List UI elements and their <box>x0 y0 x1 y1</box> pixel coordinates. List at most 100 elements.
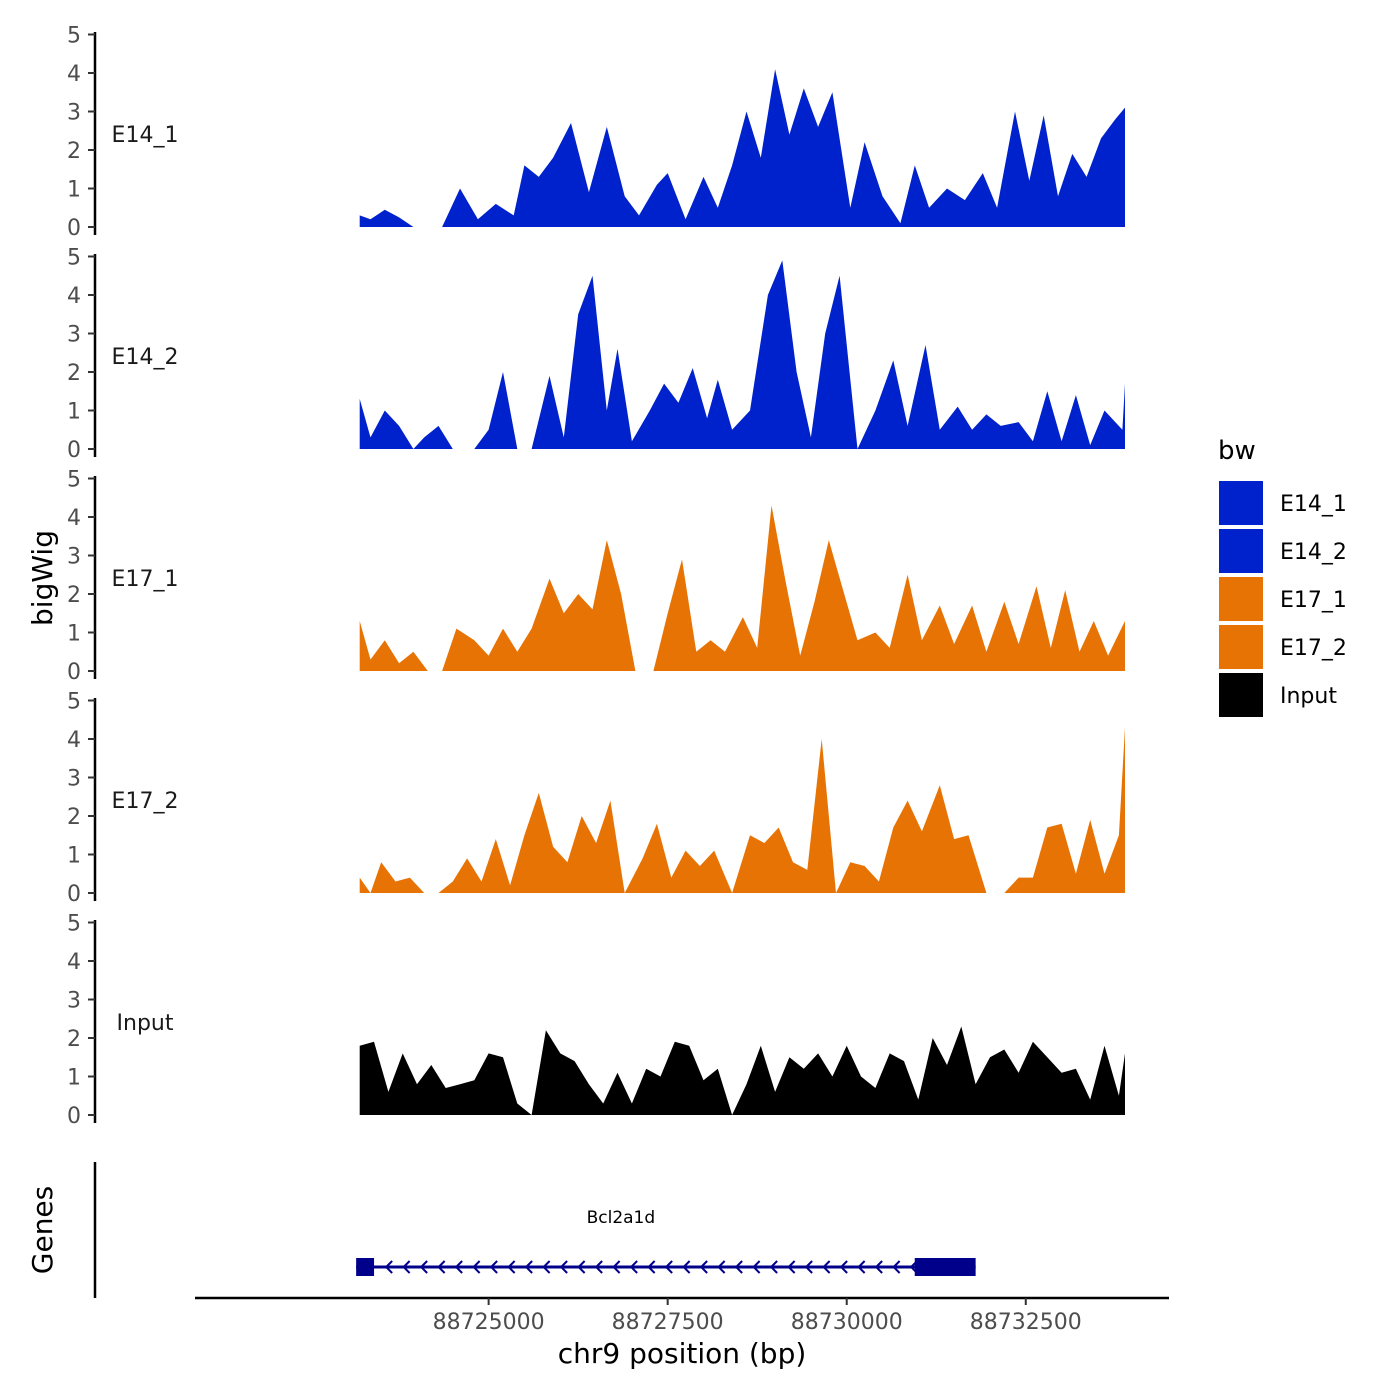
strand-chevron <box>664 1260 673 1274</box>
x-tick-label: 88727500 <box>612 1310 724 1335</box>
legend-title: bw <box>1218 436 1256 466</box>
gene-name-label: Bcl2a1d <box>587 1208 656 1228</box>
x-tick-label: 88725000 <box>433 1310 545 1335</box>
y-tick-label: 4 <box>67 506 81 531</box>
strand-chevron <box>839 1260 848 1274</box>
x-tick-label: 88732500 <box>970 1310 1082 1335</box>
strand-chevron <box>647 1260 656 1274</box>
genes-panel-title: Genes <box>26 1186 59 1274</box>
y-tick-label: 1 <box>67 1066 81 1091</box>
strand-chevron <box>699 1260 708 1274</box>
y-tick-label: 3 <box>67 989 81 1014</box>
y-tick-label: 3 <box>67 545 81 570</box>
y-tick-label: 4 <box>67 950 81 975</box>
y-tick-label: 0 <box>67 438 81 463</box>
strand-chevron <box>804 1260 813 1274</box>
strand-chevron <box>717 1260 726 1274</box>
strand-chevron <box>734 1260 743 1274</box>
y-tick-label: 3 <box>67 767 81 792</box>
y-tick-label: 0 <box>67 660 81 685</box>
x-axis-title: chr9 position (bp) <box>558 1337 807 1370</box>
y-tick-label: 2 <box>67 1027 81 1052</box>
y-tick-label: 5 <box>67 468 81 493</box>
strand-chevron <box>787 1260 796 1274</box>
y-tick-label: 4 <box>67 728 81 753</box>
y-tick-label: 1 <box>67 844 81 869</box>
gene-panel: Bcl2a1d <box>93 1162 976 1298</box>
y-tick-label: 1 <box>67 400 81 425</box>
strand-chevron <box>769 1260 778 1274</box>
strand-chevron <box>577 1260 586 1274</box>
track-E14_1: 0 1 2 3 4 5 E14_1 <box>67 24 1125 241</box>
track-E17_2: 0 1 2 3 4 5 E17_2 <box>67 690 1125 907</box>
coverage-area-E17_1 <box>359 505 1125 671</box>
gene-exon <box>356 1258 375 1276</box>
strand-chevron <box>542 1260 551 1274</box>
track-panels: 0 1 2 3 4 5 E14_1 0 1 2 3 4 5 E14_2 0 1 2 3 4 5 E17_1 0 1 2 3 4 5 E… <box>67 24 1125 1129</box>
strand-chevron <box>559 1260 568 1274</box>
y-tick-label: 3 <box>67 323 81 348</box>
y-tick-label: 2 <box>67 805 81 830</box>
track-E17_1: 0 1 2 3 4 5 E17_1 <box>67 468 1125 685</box>
legend-label: E17_2 <box>1280 636 1347 661</box>
y-tick-label: 0 <box>67 1104 81 1129</box>
legend-label: Input <box>1280 684 1337 709</box>
strand-chevron <box>402 1260 411 1274</box>
strand-chevron <box>524 1260 533 1274</box>
x-tick-label: 88730000 <box>791 1310 903 1335</box>
legend-label: E17_1 <box>1280 588 1347 613</box>
y-tick-label: 0 <box>67 882 81 907</box>
strand-chevron <box>682 1260 691 1274</box>
y-tick-label: 2 <box>67 361 81 386</box>
legend: bw E14_1 E14_2 E17_1 E17_2 Input <box>1218 436 1347 717</box>
legend-label: E14_2 <box>1280 540 1347 565</box>
strand-chevron <box>419 1260 428 1274</box>
strand-chevron <box>507 1260 516 1274</box>
y-tick-label: 5 <box>67 24 81 49</box>
strand-chevron <box>384 1260 393 1274</box>
coverage-area-E14_1 <box>359 69 1125 227</box>
track-label: E14_2 <box>112 345 179 370</box>
y-tick-label: 3 <box>67 101 81 126</box>
strand-chevron <box>857 1260 866 1274</box>
y-tick-label: 4 <box>67 284 81 309</box>
track-label: E17_1 <box>112 567 179 592</box>
strand-chevron <box>594 1260 603 1274</box>
strand-chevron <box>437 1260 446 1274</box>
y-tick-label: 1 <box>67 178 81 203</box>
legend-key-E17_1 <box>1219 577 1263 621</box>
track-label: E14_1 <box>112 123 179 148</box>
track-E14_2: 0 1 2 3 4 5 E14_2 <box>67 246 1125 463</box>
strand-chevron <box>454 1260 463 1274</box>
track-Input: 0 1 2 3 4 5 Input <box>67 912 1125 1129</box>
y-tick-label: 2 <box>67 583 81 608</box>
legend-key-E17_2 <box>1219 625 1263 669</box>
x-axis: 88725000 88727500 88730000 88732500 <box>195 1296 1169 1335</box>
y-tick-label: 4 <box>67 62 81 87</box>
strand-chevron <box>822 1260 831 1274</box>
track-label: Input <box>117 1011 174 1036</box>
coverage-area-E17_2 <box>359 727 1125 893</box>
strand-chevron <box>874 1260 883 1274</box>
coverage-area-E14_2 <box>359 260 1125 449</box>
y-tick-label: 5 <box>67 690 81 715</box>
strand-chevron <box>892 1260 901 1274</box>
strand-chevron <box>472 1260 481 1274</box>
y-tick-label: 1 <box>67 622 81 647</box>
legend-key-E14_2 <box>1219 529 1263 573</box>
legend-label: E14_1 <box>1280 492 1347 517</box>
strand-chevron <box>489 1260 498 1274</box>
y-axis-title: bigWig <box>26 530 59 626</box>
y-tick-label: 0 <box>67 216 81 241</box>
gene-exon <box>914 1258 976 1276</box>
strand-chevron <box>629 1260 638 1274</box>
y-tick-label: 5 <box>67 912 81 937</box>
track-label: E17_2 <box>112 789 179 814</box>
strand-chevron <box>612 1260 621 1274</box>
strand-chevron <box>752 1260 761 1274</box>
coverage-area-Input <box>359 1026 1125 1115</box>
legend-key-E14_1 <box>1219 481 1263 525</box>
legend-key-Input <box>1219 673 1263 717</box>
